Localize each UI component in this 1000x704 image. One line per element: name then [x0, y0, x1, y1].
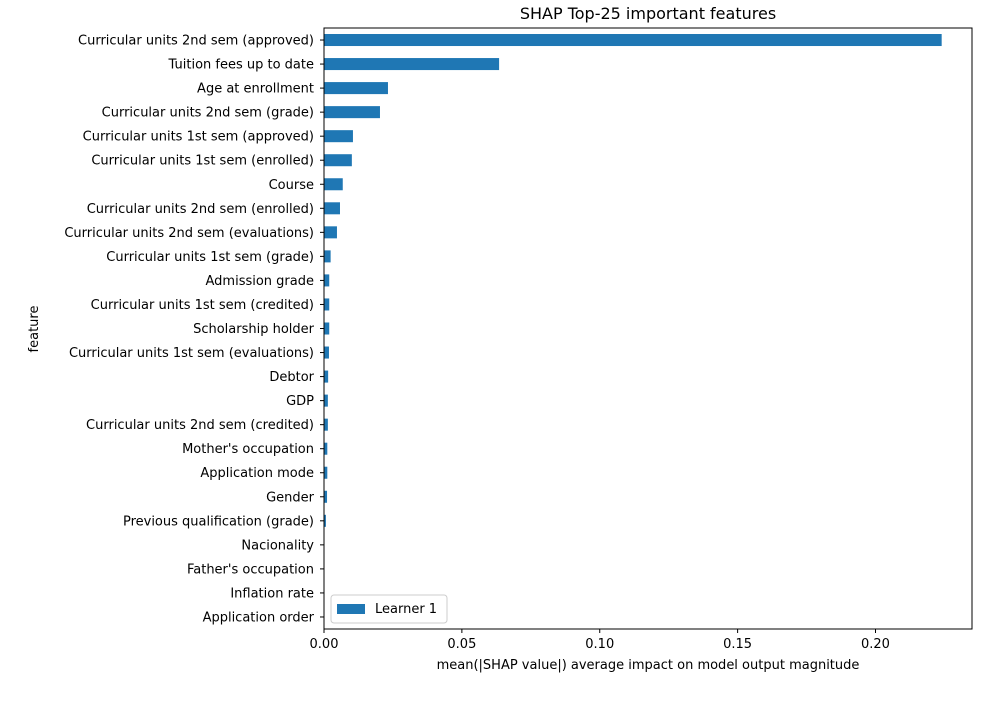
x-ticks-layer: 0.00 0.05 0.10 0.15 0.20	[310, 629, 890, 652]
bar	[324, 419, 328, 431]
bar	[324, 298, 329, 310]
bar	[324, 395, 328, 407]
bar	[324, 58, 499, 70]
bar	[324, 154, 352, 166]
bar	[324, 347, 329, 359]
y-tick-label: Curricular units 1st sem (enrolled)	[91, 154, 314, 169]
y-tick-label: Curricular units 1st sem (grade)	[106, 250, 314, 265]
y-tick-label: Previous qualification (grade)	[123, 514, 314, 529]
x-tick-label: 0.05	[447, 637, 476, 652]
y-tick-label: Inflation rate	[230, 586, 314, 601]
y-tick-label: Application order	[203, 610, 315, 625]
bar	[324, 274, 329, 286]
x-tick-label: 0.10	[585, 637, 614, 652]
y-tick-label: Course	[269, 178, 314, 193]
legend-swatch	[337, 604, 365, 614]
bar	[324, 178, 343, 190]
legend-label: Learner 1	[375, 602, 437, 617]
bar	[324, 106, 380, 118]
chart-title: SHAP Top-25 important features	[520, 4, 776, 23]
y-tick-label: Age at enrollment	[197, 82, 314, 97]
y-axis-label: feature	[27, 306, 42, 353]
y-tick-label: Curricular units 2nd sem (credited)	[86, 418, 314, 433]
x-tick-label: 0.15	[723, 637, 752, 652]
y-tick-label: Gender	[266, 490, 315, 505]
y-tick-label: Father's occupation	[187, 562, 314, 577]
bars-layer	[324, 34, 942, 623]
plot-frame	[324, 28, 972, 629]
x-tick-label: 0.20	[861, 637, 890, 652]
bar	[324, 250, 331, 262]
legend: Learner 1	[331, 595, 447, 623]
y-tick-label: Curricular units 2nd sem (grade)	[102, 106, 314, 121]
y-tick-label: Scholarship holder	[193, 322, 315, 337]
bar	[324, 226, 337, 238]
x-tick-label: 0.00	[310, 637, 339, 652]
y-tick-label: GDP	[286, 394, 314, 409]
y-tick-label: Curricular units 1st sem (evaluations)	[69, 346, 314, 361]
bar	[324, 34, 942, 46]
y-tick-label: Application mode	[200, 466, 314, 481]
y-tick-label: Debtor	[269, 370, 314, 385]
y-tick-label: Nacionality	[241, 538, 314, 553]
y-tick-label: Curricular units 2nd sem (enrolled)	[87, 202, 314, 217]
y-tick-label: Curricular units 2nd sem (approved)	[78, 34, 314, 49]
y-tick-label: Curricular units 1st sem (approved)	[83, 130, 314, 145]
bar	[324, 82, 388, 94]
bar	[324, 130, 353, 142]
y-tick-label: Tuition fees up to date	[168, 58, 314, 73]
y-tick-label: Curricular units 1st sem (credited)	[91, 298, 314, 313]
bar	[324, 202, 340, 214]
x-axis-label: mean(|SHAP value|) average impact on mod…	[437, 658, 860, 673]
y-tick-label: Admission grade	[206, 274, 315, 289]
y-ticks-layer: Curricular units 2nd sem (approved) Tuiti…	[64, 34, 324, 626]
bar	[324, 371, 328, 383]
bar	[324, 322, 329, 334]
y-tick-label: Mother's occupation	[182, 442, 314, 457]
y-tick-label: Curricular units 2nd sem (evaluations)	[64, 226, 314, 241]
